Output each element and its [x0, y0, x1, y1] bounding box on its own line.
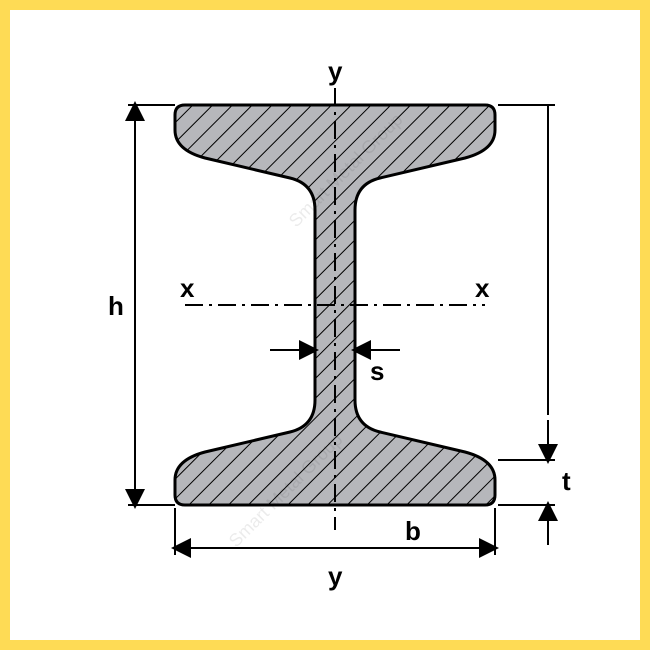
dimension-h — [128, 105, 175, 505]
diagram-frame: h b s t y y x x Smart Metal Grou — [0, 0, 650, 650]
label-y-bottom: y — [328, 561, 343, 591]
label-b: b — [405, 516, 421, 546]
dimension-b — [175, 508, 495, 555]
label-s: s — [370, 356, 384, 386]
dimension-t — [498, 420, 555, 545]
label-x-right: x — [475, 273, 490, 303]
beam-diagram-svg: h b s t y y x x — [10, 10, 640, 640]
label-h: h — [108, 291, 124, 321]
label-y-top: y — [328, 56, 343, 86]
label-t: t — [562, 466, 571, 496]
label-x-left: x — [180, 273, 195, 303]
